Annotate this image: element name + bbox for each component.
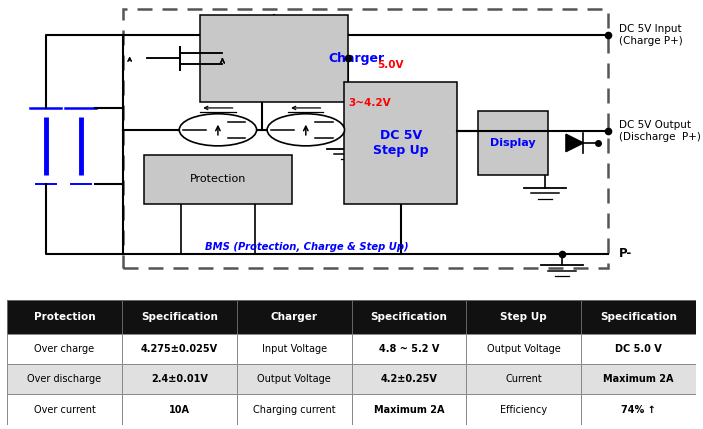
- Text: Charging current: Charging current: [253, 405, 335, 414]
- Bar: [237, 394, 352, 425]
- Circle shape: [267, 114, 344, 146]
- Text: Maximum 2A: Maximum 2A: [603, 374, 673, 384]
- Bar: [7, 364, 122, 394]
- Text: 74% ↑: 74% ↑: [621, 405, 656, 414]
- Bar: [122, 364, 237, 394]
- Text: Over current: Over current: [34, 405, 96, 414]
- Bar: [237, 300, 352, 334]
- Text: Display: Display: [491, 138, 536, 148]
- Text: Over charge: Over charge: [34, 344, 94, 354]
- Polygon shape: [566, 134, 583, 152]
- Bar: [352, 334, 466, 364]
- Text: Output Voltage: Output Voltage: [487, 344, 560, 354]
- Bar: [237, 364, 352, 394]
- Text: DC 5V
Step Up: DC 5V Step Up: [373, 129, 428, 157]
- Bar: [237, 334, 352, 364]
- Text: DC 5.0 V: DC 5.0 V: [615, 344, 662, 354]
- Bar: [581, 364, 696, 394]
- Bar: [352, 394, 466, 425]
- Text: Input Voltage: Input Voltage: [262, 344, 327, 354]
- Text: Charger: Charger: [271, 312, 318, 322]
- Bar: [478, 111, 548, 175]
- Text: Specification: Specification: [600, 312, 677, 322]
- Bar: [7, 394, 122, 425]
- Text: 4.2±0.25V: 4.2±0.25V: [380, 374, 437, 384]
- Text: Specification: Specification: [370, 312, 447, 322]
- Text: Over discharge: Over discharge: [27, 374, 101, 384]
- Bar: [466, 300, 581, 334]
- Text: Output Voltage: Output Voltage: [257, 374, 331, 384]
- Text: Protection: Protection: [190, 175, 246, 184]
- Text: DC 5V Output
(Discharge  P+): DC 5V Output (Discharge P+): [619, 121, 700, 142]
- Text: 3~4.2V: 3~4.2V: [348, 98, 391, 108]
- Bar: [352, 364, 466, 394]
- Bar: [144, 154, 292, 204]
- Text: Current: Current: [505, 374, 542, 384]
- Bar: [7, 300, 122, 334]
- Text: Step Up: Step Up: [501, 312, 547, 322]
- Bar: [344, 82, 457, 204]
- Text: 2.4±0.01V: 2.4±0.01V: [151, 374, 207, 384]
- Text: 4.8 ~ 5.2 V: 4.8 ~ 5.2 V: [379, 344, 439, 354]
- Bar: [581, 334, 696, 364]
- Text: Charger: Charger: [328, 52, 385, 65]
- Bar: [466, 364, 581, 394]
- Text: BMS (Protection, Charge & Step Up): BMS (Protection, Charge & Step Up): [205, 242, 409, 252]
- Bar: [581, 300, 696, 334]
- Text: P-: P-: [619, 247, 632, 260]
- Bar: [123, 9, 608, 269]
- Bar: [352, 300, 466, 334]
- Circle shape: [179, 114, 257, 146]
- Bar: [466, 334, 581, 364]
- Bar: [466, 394, 581, 425]
- Bar: [581, 394, 696, 425]
- Text: 4.275±0.025V: 4.275±0.025V: [141, 344, 218, 354]
- Text: Efficiency: Efficiency: [500, 405, 548, 414]
- Bar: [122, 334, 237, 364]
- Text: Protection: Protection: [34, 312, 95, 322]
- Text: 5.0V: 5.0V: [377, 60, 404, 70]
- Text: Specification: Specification: [141, 312, 218, 322]
- Text: 10A: 10A: [169, 405, 190, 414]
- Text: DC 5V Input
(Charge P+): DC 5V Input (Charge P+): [619, 24, 683, 46]
- Bar: [200, 15, 348, 102]
- Bar: [122, 300, 237, 334]
- Bar: [122, 394, 237, 425]
- Bar: [7, 334, 122, 364]
- Text: Maximum 2A: Maximum 2A: [374, 405, 444, 414]
